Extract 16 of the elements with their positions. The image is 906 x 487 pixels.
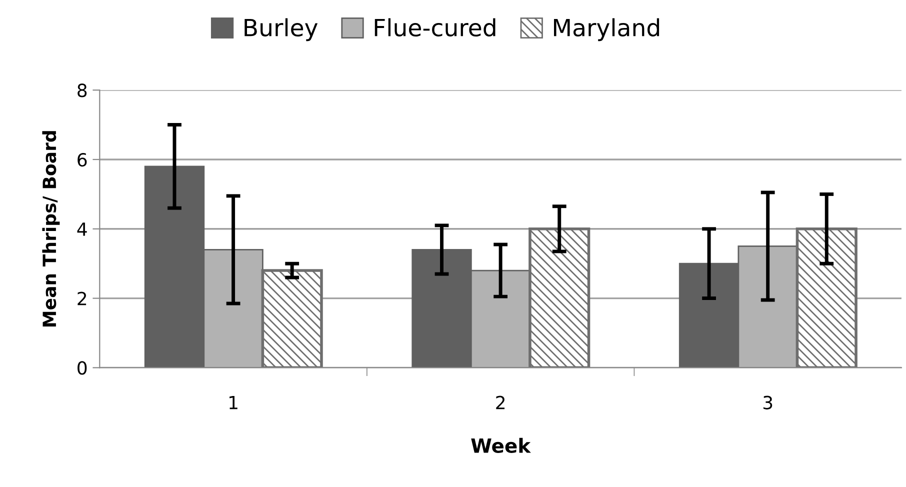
y-tick-label: 0 [78,361,87,375]
x-tick-label: 3 [763,396,772,410]
y-tick-label: 4 [77,222,87,236]
legend-label: Flue-cured [374,18,496,37]
y-axis-title: Mean Thrips/ Board [42,131,60,326]
legend-label: Burley [244,18,318,42]
x-axis-title: Week [471,438,531,453]
y-tick-label: 6 [78,152,87,167]
bar [261,269,323,368]
x-tick-label: 2 [496,396,504,410]
bar [796,228,858,368]
y-tick-label: 8 [78,84,87,98]
x-tick-label: 1 [230,396,238,410]
bar [528,228,590,368]
y-tick-label: 2 [78,292,86,306]
legend-label: Maryland [554,18,660,42]
